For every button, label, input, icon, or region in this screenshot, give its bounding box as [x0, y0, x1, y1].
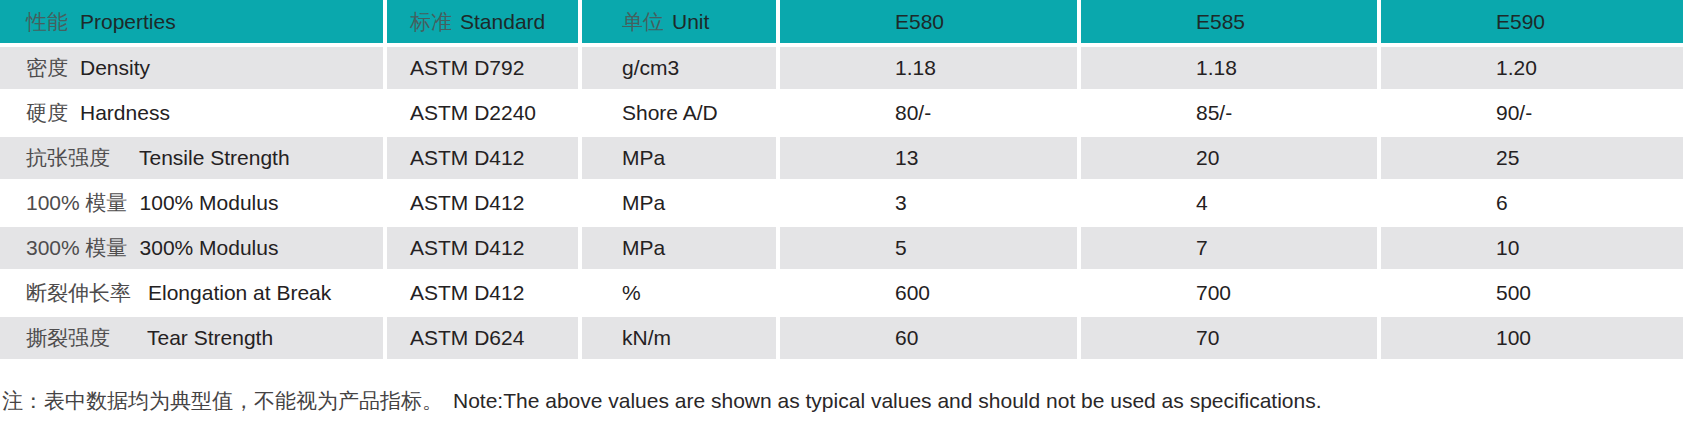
- table-row-300-modulus: 300% 模量 300% Modulus ASTM D412 MPa 5 7 10: [0, 227, 1683, 269]
- property-en: Density: [80, 56, 150, 80]
- cell-standard: ASTM D412: [387, 137, 578, 179]
- cell-unit: MPa: [582, 137, 776, 179]
- cell-unit: MPa: [582, 227, 776, 269]
- cell-standard: ASTM D412: [387, 182, 578, 224]
- table-row-elongation: 断裂伸长率 Elongation at Break ASTM D412 % 600…: [0, 272, 1683, 314]
- table-row-hardness: 硬度 Hardness ASTM D2240 Shore A/D 80/- 85/…: [0, 92, 1683, 134]
- cell-e585-value: 85/-: [1081, 92, 1377, 134]
- cell-e585-value: 7: [1081, 227, 1377, 269]
- cell-e590-value: 10: [1381, 227, 1683, 269]
- cell-e590-value: 90/-: [1381, 92, 1683, 134]
- cell-e580-value: 5: [780, 227, 1077, 269]
- cell-e590-value: 25: [1381, 137, 1683, 179]
- cell-property: 断裂伸长率 Elongation at Break: [0, 272, 383, 314]
- cell-property: 300% 模量 300% Modulus: [0, 227, 383, 269]
- table-row-tensile-strength: 抗张强度 Tensile Strength ASTM D412 MPa 13 20…: [0, 137, 1683, 179]
- table-row-density: 密度 Density ASTM D792 g/cm3 1.18 1.18 1.20: [0, 47, 1683, 89]
- cell-standard: ASTM D412: [387, 227, 578, 269]
- table-row-100-modulus: 100% 模量 100% Modulus ASTM D412 MPa 3 4 6: [0, 182, 1683, 224]
- property-en: 300% Modulus: [140, 236, 279, 260]
- cell-e590-value: 1.20: [1381, 47, 1683, 89]
- cell-e585-value: 4: [1081, 182, 1377, 224]
- header-cell-properties: 性能 Properties: [0, 0, 383, 43]
- property-en: Elongation at Break: [148, 281, 331, 305]
- cell-unit: g/cm3: [582, 47, 776, 89]
- footnote-en: Note:The above values are shown as typic…: [453, 389, 1322, 412]
- table-header-row: 性能 Properties 标准 Standard 单位 Unit E580 E585…: [0, 0, 1683, 43]
- cell-standard: ASTM D412: [387, 272, 578, 314]
- cell-unit: %: [582, 272, 776, 314]
- cell-standard: ASTM D792: [387, 47, 578, 89]
- property-en: Tensile Strength: [139, 146, 290, 170]
- cell-e580-value: 3: [780, 182, 1077, 224]
- property-zh: 100% 模量: [26, 189, 128, 217]
- cell-e585-value: 700: [1081, 272, 1377, 314]
- property-zh: 断裂伸长率: [26, 279, 131, 307]
- cell-e585-value: 70: [1081, 317, 1377, 359]
- header-standard-zh: 标准: [410, 8, 452, 36]
- footnote: 注：表中数据均为典型值，不能视为产品指标。 Note:The above valu…: [0, 387, 1683, 415]
- material-properties-table: 性能 Properties 标准 Standard 单位 Unit E580 E585…: [0, 0, 1683, 359]
- cell-e580-value: 80/-: [780, 92, 1077, 134]
- cell-unit: MPa: [582, 182, 776, 224]
- cell-unit: Shore A/D: [582, 92, 776, 134]
- cell-standard: ASTM D2240: [387, 92, 578, 134]
- cell-e580-value: 13: [780, 137, 1077, 179]
- cell-e585-value: 1.18: [1081, 47, 1377, 89]
- header-properties-en: Properties: [80, 10, 176, 34]
- table-row-tear-strength: 撕裂强度 Tear Strength ASTM D624 kN/m 60 70 1…: [0, 317, 1683, 359]
- property-zh: 抗张强度: [26, 144, 110, 172]
- cell-property: 密度 Density: [0, 47, 383, 89]
- cell-e580-value: 60: [780, 317, 1077, 359]
- footnote-zh: 注：表中数据均为典型值，不能视为产品指标。: [2, 389, 443, 412]
- header-properties-zh: 性能: [26, 8, 68, 36]
- cell-e590-value: 6: [1381, 182, 1683, 224]
- header-unit-zh: 单位: [622, 8, 664, 36]
- header-cell-e590: E590: [1381, 0, 1683, 43]
- cell-property: 硬度 Hardness: [0, 92, 383, 134]
- cell-e585-value: 20: [1081, 137, 1377, 179]
- cell-e580-value: 600: [780, 272, 1077, 314]
- property-zh: 硬度: [26, 99, 68, 127]
- cell-standard: ASTM D624: [387, 317, 578, 359]
- header-cell-unit: 单位 Unit: [582, 0, 776, 43]
- header-unit-en: Unit: [672, 10, 709, 34]
- property-en: Tear Strength: [147, 326, 273, 350]
- header-cell-standard: 标准 Standard: [387, 0, 578, 43]
- header-cell-e585: E585: [1081, 0, 1377, 43]
- cell-e580-value: 1.18: [780, 47, 1077, 89]
- cell-property: 撕裂强度 Tear Strength: [0, 317, 383, 359]
- cell-e590-value: 500: [1381, 272, 1683, 314]
- cell-unit: kN/m: [582, 317, 776, 359]
- property-en: 100% Modulus: [140, 191, 279, 215]
- cell-property: 抗张强度 Tensile Strength: [0, 137, 383, 179]
- property-zh: 300% 模量: [26, 234, 128, 262]
- header-cell-e580: E580: [780, 0, 1077, 43]
- property-zh: 密度: [26, 54, 68, 82]
- property-zh: 撕裂强度: [26, 324, 110, 352]
- cell-property: 100% 模量 100% Modulus: [0, 182, 383, 224]
- cell-e590-value: 100: [1381, 317, 1683, 359]
- header-standard-en: Standard: [460, 10, 545, 34]
- property-en: Hardness: [80, 101, 170, 125]
